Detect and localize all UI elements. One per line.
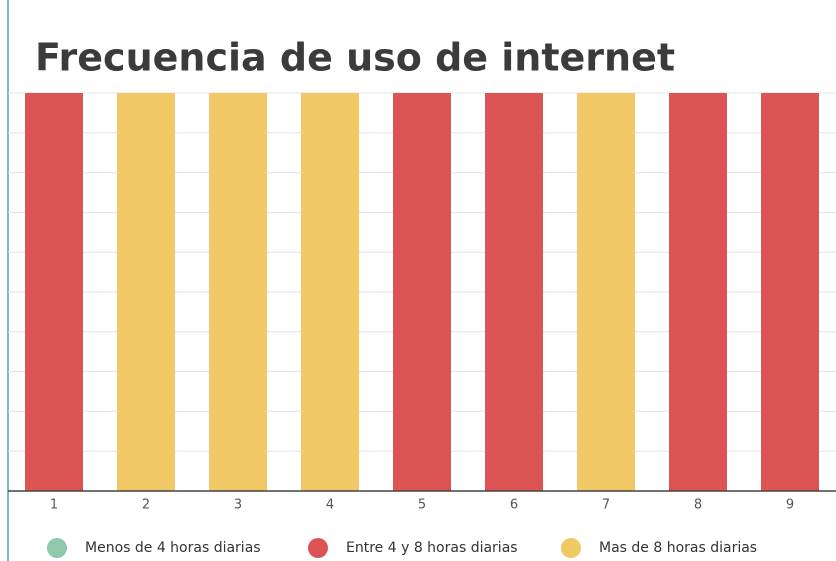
bar [669,93,727,491]
x-tick-label: 5 [418,498,426,513]
bar [485,93,543,491]
x-tick-label: 9 [786,498,794,513]
legend-label: Mas de 8 horas diarias [599,540,757,556]
bar [117,93,175,491]
bar [393,93,451,491]
x-tick-label: 2 [142,498,150,513]
x-tick-label: 1 [50,498,58,513]
legend-label: Entre 4 y 8 horas diarias [346,540,518,556]
legend-swatch [561,538,581,558]
x-tick-label: 6 [510,498,518,513]
bar [761,93,819,491]
legend-swatch [47,538,67,558]
legend-swatch [308,538,328,558]
x-tick-label: 4 [326,498,334,513]
chart-title: Frecuencia de uso de internet [35,36,675,80]
bar [577,93,635,491]
bar [25,93,83,491]
x-tick-label: 7 [602,498,610,513]
x-tick-label: 3 [234,498,242,513]
legend-label: Menos de 4 horas diarias [85,540,261,556]
x-tick-label: 8 [694,498,702,513]
bar [301,93,359,491]
bar [209,93,267,491]
